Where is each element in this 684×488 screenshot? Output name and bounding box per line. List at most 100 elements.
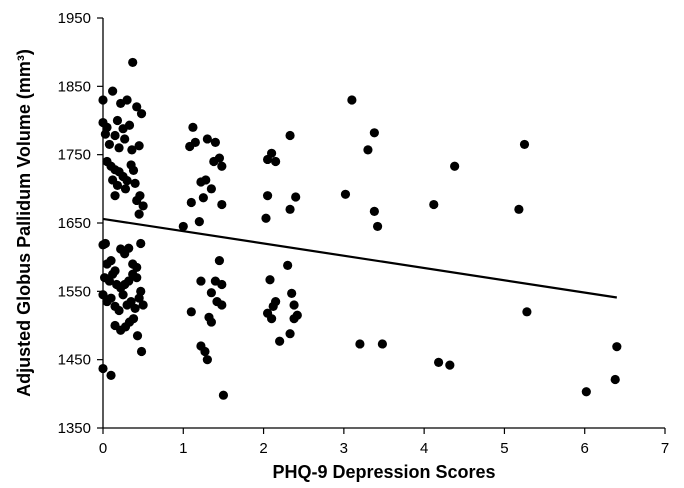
y-tick-label: 1350	[58, 420, 91, 437]
data-point	[138, 300, 148, 310]
data-point	[217, 161, 227, 171]
data-point	[522, 307, 532, 317]
data-point	[136, 238, 146, 249]
data-point	[267, 314, 277, 324]
data-point	[136, 109, 147, 119]
data-point	[369, 128, 379, 138]
x-tick-label: 4	[420, 440, 428, 457]
data-point	[98, 95, 108, 105]
data-point	[214, 153, 225, 163]
data-point	[138, 201, 148, 211]
y-axis-title: Adjusted Globus Pallidum Volume (mm³)	[14, 49, 34, 397]
data-point	[214, 255, 225, 266]
data-point	[134, 293, 144, 303]
data-point	[135, 191, 145, 201]
data-point	[285, 130, 295, 141]
data-point	[285, 204, 295, 214]
data-point	[104, 276, 115, 286]
y-tick-label: 1850	[58, 78, 91, 95]
data-point	[134, 141, 144, 151]
data-point	[130, 178, 140, 188]
data-point	[124, 243, 134, 253]
data-point	[124, 120, 135, 130]
data-point	[128, 57, 138, 68]
data-point	[112, 115, 123, 126]
data-point	[190, 137, 200, 147]
data-point	[218, 390, 229, 400]
data-point	[130, 303, 140, 314]
data-point	[445, 360, 455, 370]
y-tick-label: 1550	[58, 283, 91, 300]
data-point	[136, 346, 147, 357]
data-point	[132, 273, 142, 283]
data-point	[106, 255, 116, 266]
x-axis-title: PHQ-9 Depression Scores	[272, 462, 495, 482]
data-point	[450, 161, 460, 171]
x-tick-label: 6	[581, 440, 589, 457]
data-point	[118, 290, 128, 300]
data-point	[519, 139, 530, 150]
data-point	[355, 339, 365, 349]
data-point	[289, 300, 299, 310]
data-point	[206, 288, 216, 298]
x-tick-label: 0	[99, 440, 107, 457]
data-point	[217, 199, 227, 210]
data-point	[186, 307, 196, 317]
y-tick-label: 1950	[58, 10, 91, 27]
data-point	[347, 95, 357, 105]
data-point	[429, 199, 439, 210]
data-point	[267, 148, 277, 158]
data-point	[610, 374, 620, 385]
data-point	[134, 209, 144, 219]
data-point	[124, 276, 134, 286]
data-point	[102, 122, 112, 132]
data-point	[340, 189, 351, 199]
data-point	[122, 176, 132, 186]
data-point	[112, 180, 123, 191]
x-tick-label: 2	[259, 440, 267, 457]
data-point	[372, 221, 383, 232]
data-point	[369, 206, 379, 216]
data-point	[132, 262, 142, 273]
data-point	[108, 86, 118, 96]
x-tick-label: 7	[661, 440, 669, 457]
trendline	[102, 217, 617, 299]
data-point	[106, 293, 116, 303]
data-point	[122, 95, 132, 105]
data-point	[188, 122, 198, 132]
x-tick-label: 3	[340, 440, 348, 457]
x-tick-label: 5	[500, 440, 508, 457]
data-point	[194, 217, 204, 227]
data-point	[120, 184, 131, 194]
data-point	[206, 184, 216, 194]
data-point	[210, 137, 220, 147]
data-point	[217, 279, 227, 290]
y-tick-label: 1750	[58, 147, 91, 164]
data-point	[132, 331, 143, 341]
data-point	[127, 145, 137, 155]
data-point	[217, 300, 227, 310]
data-point	[363, 145, 373, 155]
data-point	[196, 276, 206, 286]
data-point	[206, 317, 216, 327]
data-point	[128, 165, 139, 175]
data-point	[271, 156, 281, 167]
data-point	[198, 193, 208, 203]
data-point	[128, 314, 139, 324]
data-point	[201, 175, 211, 185]
data-point	[289, 314, 299, 324]
data-point	[114, 143, 124, 153]
data-point	[285, 329, 295, 339]
data-point	[178, 221, 188, 232]
data-point	[262, 191, 273, 201]
data-point	[98, 363, 108, 374]
data-point	[514, 204, 524, 214]
data-point	[265, 275, 275, 285]
data-point	[287, 288, 297, 298]
x-axis-ticks: 0 1 2 3 4 5 6 7	[99, 428, 669, 457]
data-point	[186, 197, 196, 208]
data-points	[98, 57, 622, 400]
data-point	[104, 139, 115, 150]
data-point	[581, 387, 591, 397]
